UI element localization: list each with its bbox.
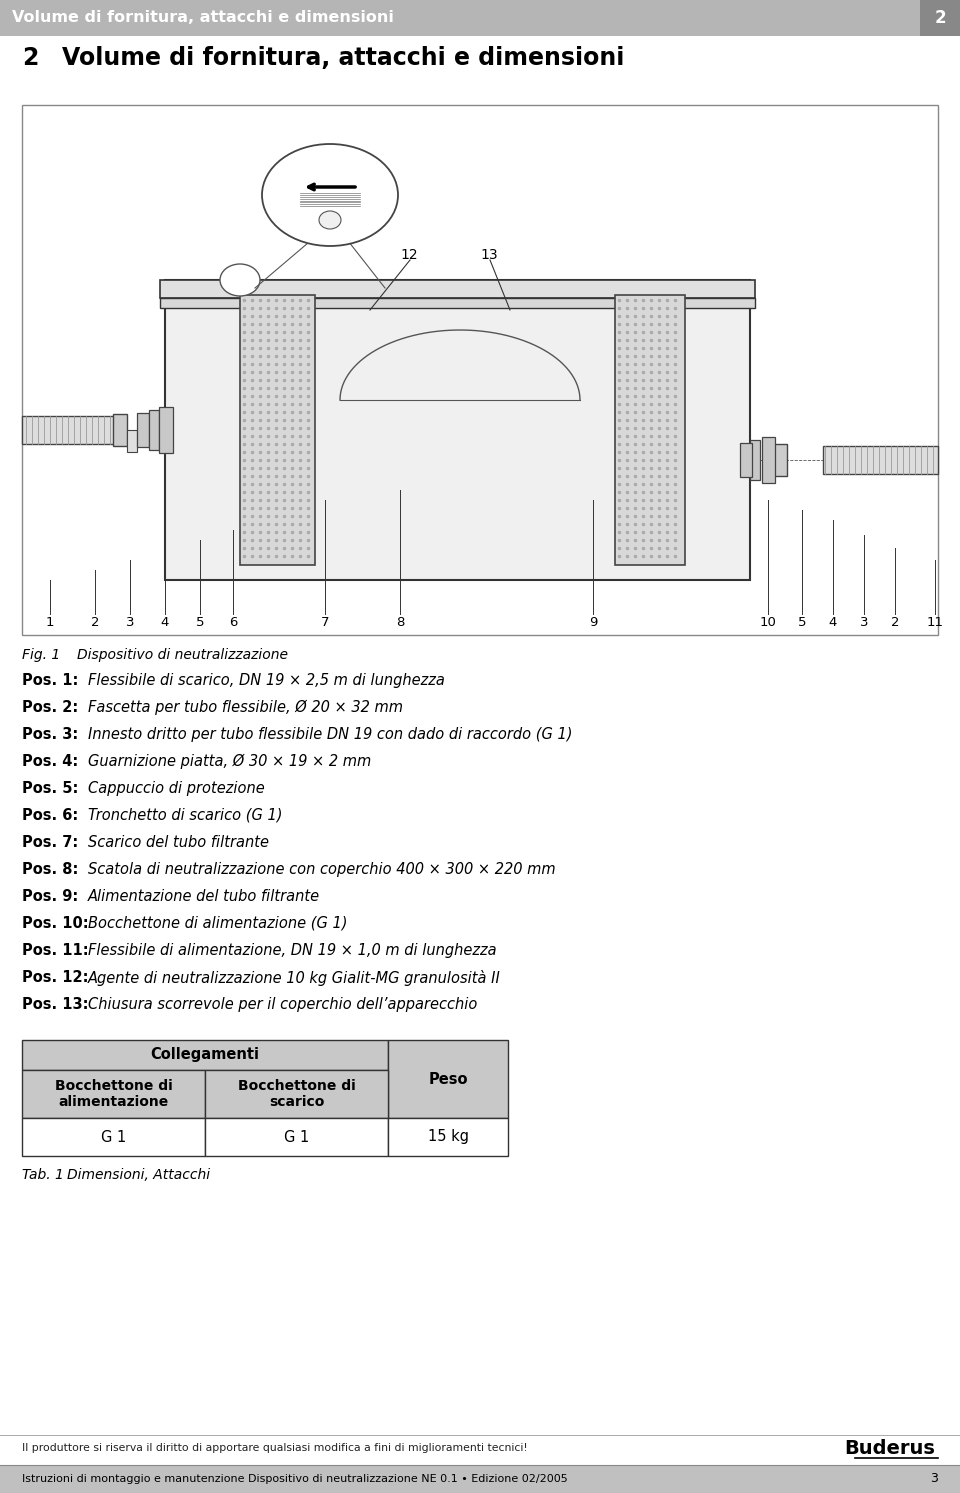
Bar	[388, 1041, 508, 1118]
Bar	[762, 437, 775, 484]
Text: 15 kg: 15 kg	[427, 1130, 468, 1145]
Text: Pos. 11:: Pos. 11:	[22, 944, 88, 959]
Bar	[773, 443, 787, 476]
Text: G 1: G 1	[284, 1130, 309, 1145]
Text: 5: 5	[196, 615, 204, 629]
Bar	[22, 105, 938, 635]
Text: 3: 3	[126, 615, 134, 629]
Bar	[149, 411, 159, 449]
Bar	[0, 1465, 960, 1493]
Text: Istruzioni di montaggio e manutenzione Dispositivo di neutralizzazione NE 0.1 • : Istruzioni di montaggio e manutenzione D…	[22, 1474, 567, 1484]
Text: 4: 4	[828, 615, 837, 629]
Bar	[160, 299, 755, 308]
Text: 12: 12	[400, 248, 418, 261]
Bar	[615, 296, 685, 564]
Text: Pos. 4:: Pos. 4:	[22, 754, 79, 769]
Text: 13: 13	[480, 248, 497, 261]
Bar	[127, 430, 137, 452]
Text: G 1: G 1	[101, 1130, 126, 1145]
Text: 3: 3	[860, 615, 868, 629]
Bar	[137, 414, 149, 446]
Text: Guarnizione piatta, Ø 30 × 19 × 2 mm: Guarnizione piatta, Ø 30 × 19 × 2 mm	[88, 754, 372, 769]
Ellipse shape	[262, 143, 398, 246]
Ellipse shape	[220, 264, 260, 296]
Bar	[159, 408, 173, 452]
Text: Pos. 10:: Pos. 10:	[22, 917, 88, 932]
Bar	[22, 417, 115, 443]
Bar	[388, 1118, 508, 1156]
Bar	[113, 414, 127, 446]
Text: 2: 2	[91, 615, 99, 629]
Text: Flessibile di alimentazione, DN 19 × 1,0 m di lunghezza: Flessibile di alimentazione, DN 19 × 1,0…	[88, 944, 496, 959]
Text: 2: 2	[934, 9, 946, 27]
Text: 10: 10	[759, 615, 777, 629]
Text: 1: 1	[46, 615, 55, 629]
Text: 3: 3	[930, 1472, 938, 1486]
Bar	[920, 0, 960, 36]
Text: Volume di fornitura, attacchi e dimensioni: Volume di fornitura, attacchi e dimensio…	[12, 10, 394, 25]
Text: Peso: Peso	[428, 1072, 468, 1087]
Bar	[22, 1070, 205, 1118]
Text: Pos. 7:: Pos. 7:	[22, 835, 79, 850]
Bar	[160, 281, 755, 299]
Bar	[205, 1118, 388, 1156]
Text: Scarico del tubo filtrante: Scarico del tubo filtrante	[88, 835, 269, 850]
Bar	[740, 443, 752, 476]
Text: Bocchettone di
alimentazione: Bocchettone di alimentazione	[55, 1079, 173, 1109]
Text: 7: 7	[321, 615, 329, 629]
Bar	[22, 1118, 205, 1156]
Text: 11: 11	[926, 615, 944, 629]
Bar	[22, 1041, 388, 1070]
Text: 8: 8	[396, 615, 404, 629]
Text: 6: 6	[228, 615, 237, 629]
Text: 4: 4	[161, 615, 169, 629]
Text: Volume di fornitura, attacchi e dimensioni: Volume di fornitura, attacchi e dimensio…	[62, 46, 624, 70]
Bar	[0, 0, 920, 36]
Text: Cappuccio di protezione: Cappuccio di protezione	[88, 781, 265, 796]
Text: Pos. 3:: Pos. 3:	[22, 727, 79, 742]
Text: Fascetta per tubo flessibile, Ø 20 × 32 mm: Fascetta per tubo flessibile, Ø 20 × 32 …	[88, 700, 403, 715]
Text: 2: 2	[891, 615, 900, 629]
Text: Pos. 13:: Pos. 13:	[22, 997, 88, 1012]
Text: Collegamenti: Collegamenti	[151, 1048, 259, 1063]
Text: Pos. 6:: Pos. 6:	[22, 808, 79, 823]
Text: Fig. 1: Fig. 1	[22, 648, 60, 661]
Text: Il produttore si riserva il diritto di apportare qualsiasi modifica a fini di mi: Il produttore si riserva il diritto di a…	[22, 1444, 528, 1453]
Text: Pos. 8:: Pos. 8:	[22, 861, 79, 876]
Bar	[750, 440, 760, 481]
Text: Buderus: Buderus	[844, 1438, 935, 1457]
Text: Dispositivo di neutralizzazione: Dispositivo di neutralizzazione	[77, 648, 288, 661]
Text: 2: 2	[22, 46, 38, 70]
Text: Dimensioni, Attacchi: Dimensioni, Attacchi	[67, 1168, 210, 1182]
Text: Pos. 5:: Pos. 5:	[22, 781, 79, 796]
Text: 5: 5	[798, 615, 806, 629]
Text: Chiusura scorrevole per il coperchio dell’apparecchio: Chiusura scorrevole per il coperchio del…	[88, 997, 477, 1012]
Ellipse shape	[319, 211, 341, 228]
Text: Flessibile di scarico, DN 19 × 2,5 m di lunghezza: Flessibile di scarico, DN 19 × 2,5 m di …	[88, 673, 444, 688]
Text: Scatola di neutralizzazione con coperchio 400 × 300 × 220 mm: Scatola di neutralizzazione con coperchi…	[88, 861, 556, 876]
Text: Pos. 12:: Pos. 12:	[22, 970, 88, 985]
Text: Agente di neutralizzazione 10 kg Gialit-MG granulosità II: Agente di neutralizzazione 10 kg Gialit-…	[88, 970, 501, 985]
Bar	[205, 1070, 388, 1118]
Text: Pos. 9:: Pos. 9:	[22, 888, 79, 903]
Bar	[823, 446, 938, 473]
Bar	[240, 296, 315, 564]
Text: Pos. 2:: Pos. 2:	[22, 700, 79, 715]
Text: 9: 9	[588, 615, 597, 629]
Text: Bocchettone di alimentazione (G 1): Bocchettone di alimentazione (G 1)	[88, 917, 348, 932]
Text: Tab. 1: Tab. 1	[22, 1168, 64, 1182]
Text: Pos. 1:: Pos. 1:	[22, 673, 79, 688]
Text: Innesto dritto per tubo flessibile DN 19 con dado di raccordo (G 1): Innesto dritto per tubo flessibile DN 19…	[88, 727, 572, 742]
Text: Alimentazione del tubo filtrante: Alimentazione del tubo filtrante	[88, 888, 320, 903]
Text: Bocchettone di
scarico: Bocchettone di scarico	[238, 1079, 355, 1109]
Bar	[165, 281, 750, 579]
Text: Tronchetto di scarico (G 1): Tronchetto di scarico (G 1)	[88, 808, 282, 823]
